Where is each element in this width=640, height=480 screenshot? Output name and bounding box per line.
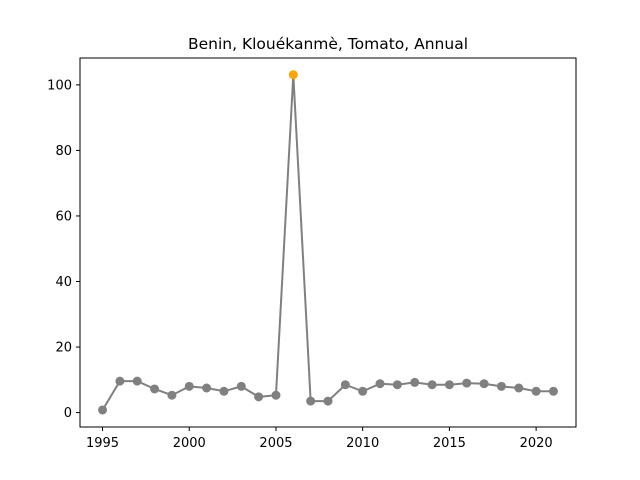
data-point bbox=[167, 390, 177, 400]
series-line bbox=[101, 74, 554, 411]
plot-area bbox=[98, 70, 558, 415]
data-point bbox=[496, 381, 506, 391]
x-tick-label: 2020 bbox=[520, 436, 553, 451]
data-point bbox=[150, 384, 160, 394]
data-point bbox=[184, 381, 194, 391]
data-point bbox=[514, 383, 524, 393]
highlight-point bbox=[288, 70, 298, 80]
x-tick-label: 2005 bbox=[259, 436, 292, 451]
x-tick-label: 1995 bbox=[86, 436, 119, 451]
data-point bbox=[98, 405, 108, 415]
y-tick-label: 80 bbox=[55, 144, 72, 159]
data-point bbox=[219, 386, 229, 396]
data-point bbox=[236, 381, 246, 391]
data-point bbox=[115, 376, 125, 386]
axes-frame bbox=[79, 57, 577, 428]
data-point bbox=[375, 379, 385, 389]
y-axis: 0 20 40 60 80 100 bbox=[47, 78, 80, 421]
data-point bbox=[392, 380, 402, 390]
data-point bbox=[358, 386, 368, 396]
data-point bbox=[531, 386, 541, 396]
data-point bbox=[340, 380, 350, 390]
y-tick-label: 60 bbox=[55, 209, 72, 224]
y-tick-label: 40 bbox=[55, 275, 72, 290]
y-tick-label: 100 bbox=[47, 78, 72, 93]
x-axis: 1995 2000 2005 2010 2015 2020 bbox=[86, 427, 553, 451]
y-tick-label: 0 bbox=[64, 406, 72, 421]
data-point bbox=[462, 378, 472, 388]
chart-title: Benin, Klouékanmè, Tomato, Annual bbox=[188, 35, 468, 53]
data-point bbox=[548, 386, 558, 396]
data-point bbox=[323, 396, 333, 406]
data-point bbox=[202, 383, 212, 393]
data-point bbox=[444, 380, 454, 390]
data-point bbox=[132, 376, 142, 386]
x-tick-label: 2010 bbox=[346, 436, 379, 451]
data-point bbox=[427, 380, 437, 390]
x-tick-label: 2015 bbox=[433, 436, 466, 451]
data-point bbox=[306, 396, 316, 406]
data-point bbox=[479, 379, 489, 389]
data-point bbox=[271, 390, 281, 400]
data-point bbox=[254, 392, 264, 402]
data-point bbox=[410, 377, 420, 387]
y-tick-label: 20 bbox=[55, 341, 72, 356]
x-tick-label: 2000 bbox=[173, 436, 206, 451]
